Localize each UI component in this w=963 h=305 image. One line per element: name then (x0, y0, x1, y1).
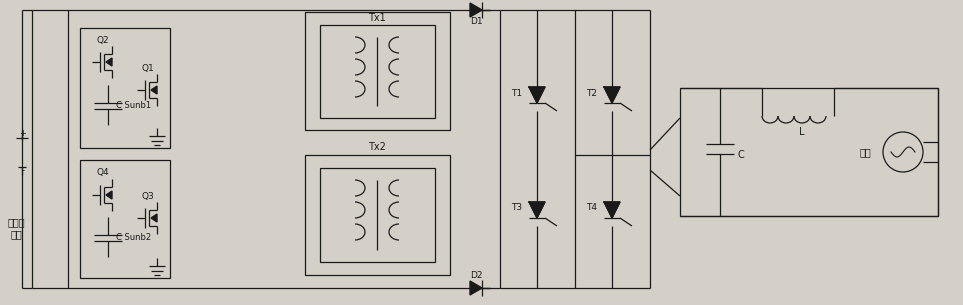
Text: 池板: 池板 (11, 229, 22, 239)
Text: -: - (21, 167, 24, 175)
Text: Q1: Q1 (142, 63, 154, 73)
Bar (80, 160, 170, 278)
Polygon shape (470, 3, 482, 17)
Text: T1: T1 (511, 88, 523, 98)
Polygon shape (151, 86, 157, 94)
Text: Q3: Q3 (142, 192, 154, 200)
Bar (305, 12, 450, 130)
Text: C Sunb1: C Sunb1 (117, 102, 151, 110)
Polygon shape (529, 87, 545, 103)
Text: T2: T2 (586, 88, 597, 98)
Text: Q4: Q4 (96, 168, 110, 178)
Text: T4: T4 (586, 203, 597, 213)
Text: 光伏电: 光伏电 (7, 217, 25, 227)
Text: +: + (19, 130, 26, 138)
Polygon shape (529, 202, 545, 218)
Text: 电网: 电网 (859, 147, 871, 157)
Bar (320, 25, 435, 118)
Bar (80, 28, 170, 148)
Text: T3: T3 (511, 203, 523, 213)
Polygon shape (151, 214, 157, 222)
Bar (305, 155, 450, 275)
Polygon shape (106, 58, 112, 66)
Text: D1: D1 (470, 17, 482, 27)
Text: Tx1: Tx1 (368, 13, 386, 23)
Bar (320, 168, 435, 262)
Text: D2: D2 (470, 271, 482, 281)
Text: C Sunb2: C Sunb2 (117, 234, 151, 242)
Polygon shape (604, 202, 620, 218)
Bar (680, 88, 938, 216)
Text: L: L (799, 127, 805, 137)
Polygon shape (470, 281, 482, 295)
Polygon shape (106, 191, 112, 199)
Text: C: C (738, 150, 744, 160)
Text: Q2: Q2 (96, 35, 110, 45)
Polygon shape (604, 87, 620, 103)
Text: Tx2: Tx2 (368, 142, 386, 152)
